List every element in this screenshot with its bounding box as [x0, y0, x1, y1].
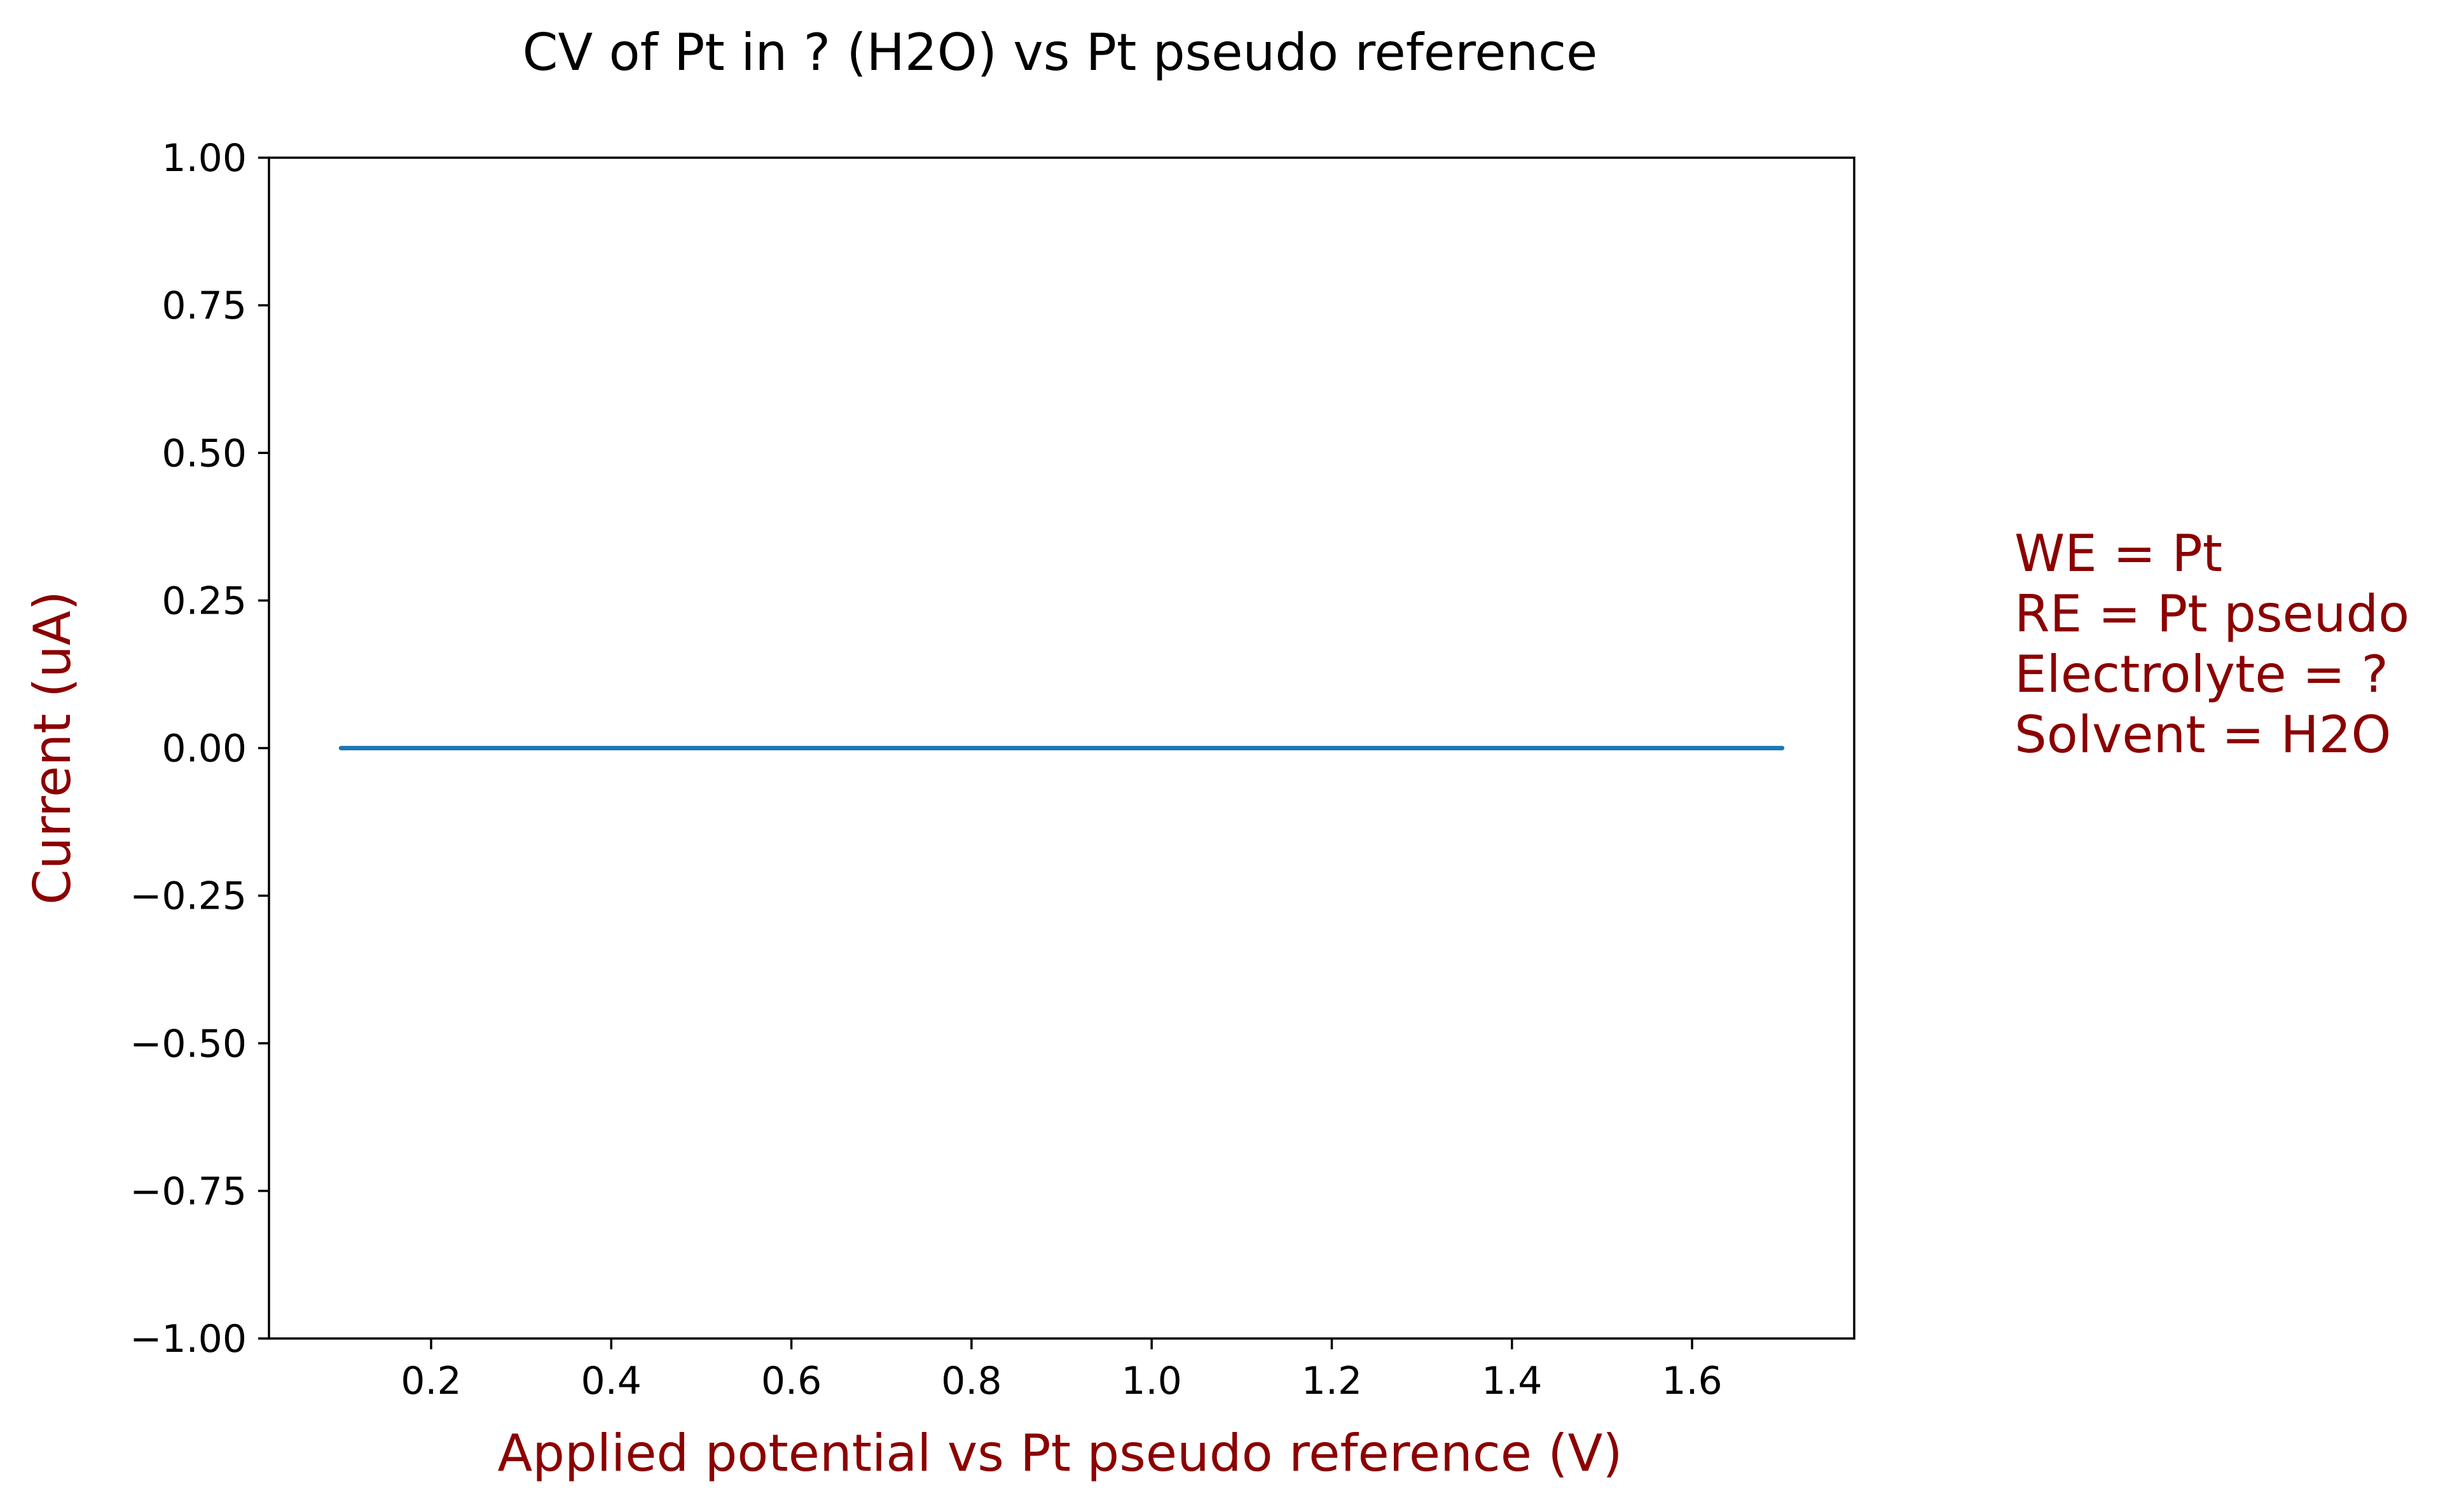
y-axis-label: Current (uA) [23, 591, 82, 905]
x-tick-label: 1.0 [1121, 1359, 1181, 1403]
y-tick-label: −0.25 [130, 874, 247, 919]
y-tick-label: 0.50 [162, 431, 247, 476]
y-tick-label: −0.75 [130, 1169, 247, 1214]
chart-title: CV of Pt in ? (H2O) vs Pt pseudo referen… [523, 23, 1598, 82]
y-axis-ticks: 1.00 0.75 0.50 0.25 0.00 −0.25 −0.50 −0.75 −1.00 [130, 136, 269, 1361]
x-tick-label: 0.6 [761, 1359, 822, 1403]
plot-area-frame [268, 156, 1855, 1340]
x-tick-label: 1.4 [1482, 1359, 1542, 1403]
x-tick-label: 0.4 [581, 1359, 642, 1403]
annotation-line: WE = Pt [2014, 524, 2222, 583]
x-tick-label: 1.6 [1662, 1359, 1722, 1403]
y-tick-label: 0.00 [162, 727, 247, 771]
annotation-line: Solvent = H2O [2014, 705, 2392, 764]
x-axis-label: Applied potential vs Pt pseudo reference… [497, 1424, 1622, 1483]
annotation-line: RE = Pt pseudo [2014, 584, 2409, 643]
y-tick-label: −1.00 [130, 1317, 247, 1361]
y-tick-label: 0.75 [162, 284, 247, 328]
x-tick-label: 1.2 [1302, 1359, 1362, 1403]
y-tick-label: 0.25 [162, 579, 247, 623]
y-tick-label: −0.50 [130, 1022, 247, 1066]
x-axis-ticks: 0.2 0.4 0.6 0.8 1.0 1.2 1.4 1.6 [401, 1338, 1723, 1403]
annotation-line: Electrolyte = ? [2014, 645, 2388, 704]
x-tick-label: 0.2 [401, 1359, 461, 1403]
y-tick-label: 1.00 [162, 136, 247, 181]
x-tick-label: 0.8 [941, 1359, 1001, 1403]
